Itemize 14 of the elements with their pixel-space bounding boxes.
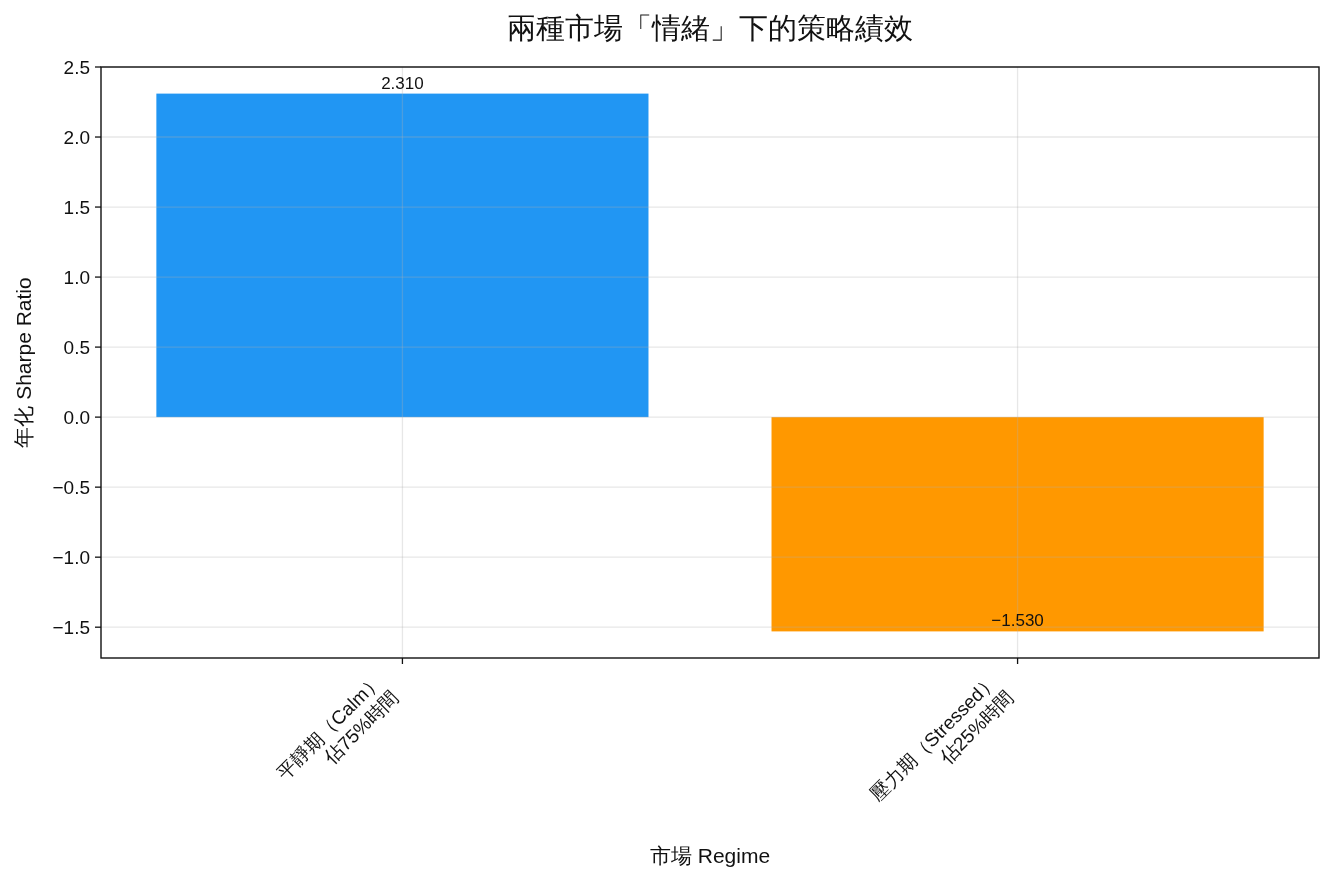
y-tick-label: 2.5 [63,56,90,78]
y-tick-label: −1.5 [52,616,90,638]
y-tick-label: −1.0 [52,546,90,568]
y-tick-label: 2.0 [63,126,90,148]
y-tick-label: 0.0 [63,406,90,428]
y-tick-label: 1.5 [63,196,90,218]
y-tick-label: 0.5 [63,336,90,358]
y-tick-label: 1.0 [63,266,90,288]
x-axis-title: 市場 Regime [649,844,771,867]
y-tick-label: −0.5 [52,476,90,498]
chart-title: 兩種市場「情緒」下的策略績效 [507,12,913,44]
data-label: 2.310 [381,73,424,93]
y-axis-title: 年化 Sharpe Ratio [12,277,35,448]
data-label: −1.530 [991,611,1044,631]
